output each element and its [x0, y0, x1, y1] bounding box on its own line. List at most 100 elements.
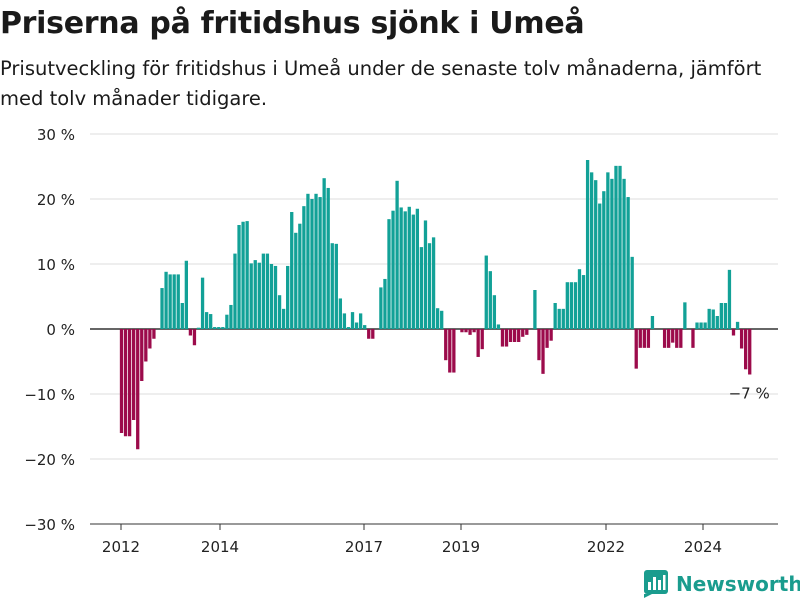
bar [500, 329, 505, 347]
bar [140, 329, 144, 381]
bar [127, 329, 132, 437]
bar [735, 321, 740, 329]
bar [411, 214, 415, 329]
bar [204, 312, 209, 329]
bar [573, 282, 578, 329]
bar [225, 314, 229, 329]
bar [683, 302, 687, 329]
bar [642, 329, 646, 348]
bar [184, 260, 188, 329]
bar [452, 329, 456, 373]
y-tick-label: 0 % [46, 321, 75, 339]
x-tick-label: 2024 [684, 538, 722, 556]
bar [213, 327, 217, 329]
bar [168, 274, 172, 329]
bar [241, 221, 245, 329]
y-tick-label: −30 % [24, 516, 75, 534]
bar [460, 329, 464, 333]
bar [233, 253, 237, 329]
bar [671, 329, 675, 343]
bar [719, 303, 723, 329]
bar [699, 322, 703, 329]
bar [221, 327, 225, 329]
bar [371, 329, 375, 339]
bar [537, 329, 541, 361]
bar [431, 237, 436, 329]
bar [427, 243, 432, 329]
bar [585, 160, 590, 329]
bar [468, 329, 472, 335]
bar [269, 264, 274, 329]
bar [192, 329, 197, 346]
bar [237, 225, 241, 329]
bar [521, 329, 525, 337]
bar [322, 178, 326, 329]
bar [440, 310, 444, 329]
bar [318, 197, 322, 329]
bar [217, 327, 221, 329]
bar [209, 314, 213, 329]
bar [480, 329, 484, 350]
bar [306, 193, 310, 329]
bar [739, 329, 744, 349]
bar [650, 316, 655, 329]
bar [508, 329, 513, 342]
bar [727, 269, 732, 329]
bar [444, 329, 448, 361]
bar [646, 329, 651, 348]
bar [731, 329, 736, 336]
bar [383, 278, 387, 329]
bar [144, 329, 148, 362]
bar [342, 313, 347, 329]
bar [675, 329, 679, 348]
bar [200, 277, 205, 329]
bar [541, 329, 545, 374]
bar [358, 313, 363, 329]
bar [415, 208, 420, 329]
chart-title: Priserna på fritidshus sjönk i Umeå [0, 6, 585, 41]
bar [553, 303, 557, 329]
bar [695, 322, 699, 329]
bar [180, 303, 184, 329]
y-tick-label: −10 % [24, 386, 75, 404]
bar [136, 329, 140, 450]
bar [448, 329, 452, 373]
bar [310, 199, 314, 329]
bar [346, 327, 351, 329]
bar [265, 253, 270, 329]
bar [176, 274, 180, 329]
bar [314, 193, 318, 329]
bar [679, 329, 683, 348]
bar [407, 206, 411, 329]
bar [148, 329, 152, 349]
bar [334, 243, 338, 329]
bar [533, 290, 537, 329]
bar [557, 308, 561, 329]
bar [723, 303, 728, 329]
bar [160, 288, 164, 329]
bar [622, 178, 626, 329]
bar [354, 322, 359, 329]
bar [363, 325, 367, 329]
bar [472, 329, 476, 333]
bar [298, 223, 302, 329]
bar [581, 275, 586, 329]
bar [602, 191, 606, 329]
x-tick-label: 2022 [587, 538, 625, 556]
bar [330, 243, 334, 329]
y-tick-label: −20 % [24, 451, 75, 469]
x-tick-label: 2017 [345, 538, 383, 556]
brand-logo: Newsworthy [644, 569, 800, 599]
x-tick-label: 2019 [442, 538, 480, 556]
bar [249, 263, 253, 329]
bar [662, 329, 667, 348]
bar [512, 329, 517, 342]
bar [290, 212, 294, 329]
bar [630, 256, 634, 329]
bar [703, 322, 707, 329]
bar [196, 327, 201, 329]
bar [614, 165, 618, 329]
newsworthy-logo-icon [644, 570, 668, 598]
bar [123, 329, 128, 437]
